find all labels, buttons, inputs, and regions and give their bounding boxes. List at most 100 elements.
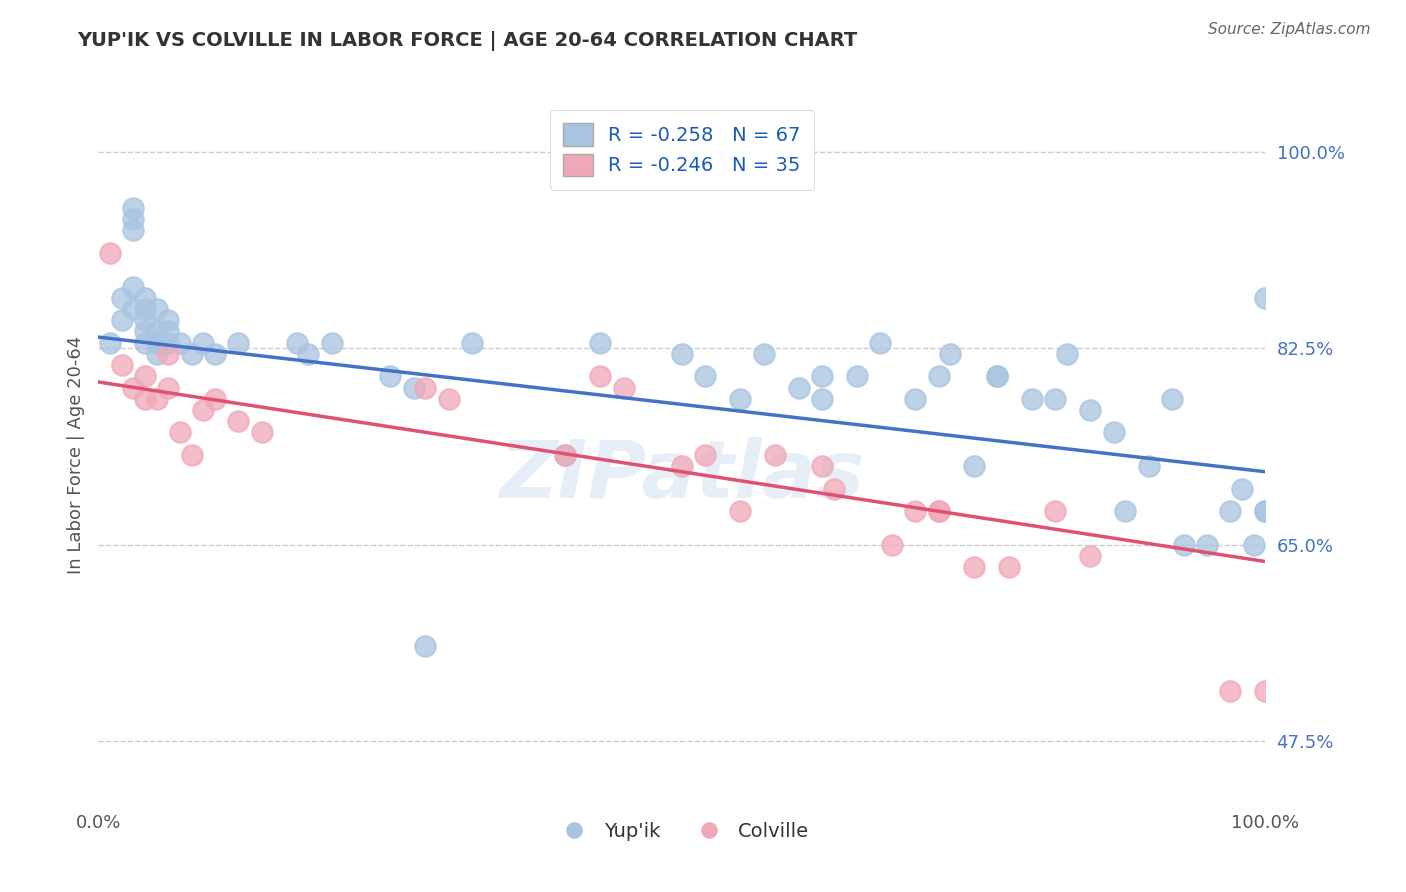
- Point: [1195, 538, 1218, 552]
- Point: [589, 369, 612, 384]
- Point: [169, 425, 191, 440]
- Point: [671, 347, 693, 361]
- Point: [928, 369, 950, 384]
- Legend: Yup'ik, Colville: Yup'ik, Colville: [547, 814, 817, 849]
- Point: [986, 369, 1008, 384]
- Point: [1102, 425, 1125, 440]
- Point: [1080, 549, 1102, 563]
- Point: [904, 392, 927, 406]
- Point: [157, 347, 180, 361]
- Point: [122, 279, 145, 293]
- Point: [146, 347, 169, 361]
- Point: [554, 448, 576, 462]
- Point: [122, 223, 145, 237]
- Point: [134, 369, 156, 384]
- Point: [904, 504, 927, 518]
- Point: [413, 639, 436, 653]
- Point: [146, 392, 169, 406]
- Point: [986, 369, 1008, 384]
- Point: [228, 335, 250, 350]
- Point: [193, 403, 215, 417]
- Point: [1114, 504, 1136, 518]
- Point: [204, 347, 226, 361]
- Point: [880, 538, 903, 552]
- Point: [752, 347, 775, 361]
- Point: [228, 414, 250, 428]
- Point: [1243, 538, 1265, 552]
- Point: [671, 459, 693, 474]
- Point: [695, 448, 717, 462]
- Point: [939, 347, 962, 361]
- Point: [146, 325, 169, 339]
- Point: [437, 392, 460, 406]
- Point: [763, 448, 786, 462]
- Point: [193, 335, 215, 350]
- Point: [928, 504, 950, 518]
- Point: [98, 335, 121, 350]
- Point: [997, 560, 1019, 574]
- Point: [180, 347, 202, 361]
- Point: [180, 448, 202, 462]
- Point: [1045, 392, 1067, 406]
- Point: [169, 335, 191, 350]
- Point: [1137, 459, 1160, 474]
- Point: [730, 504, 752, 518]
- Point: [157, 325, 180, 339]
- Point: [122, 301, 145, 316]
- Point: [111, 313, 134, 327]
- Point: [134, 313, 156, 327]
- Point: [1254, 683, 1277, 698]
- Point: [695, 369, 717, 384]
- Point: [157, 381, 180, 395]
- Point: [811, 369, 834, 384]
- Y-axis label: In Labor Force | Age 20-64: In Labor Force | Age 20-64: [66, 335, 84, 574]
- Point: [356, 874, 378, 888]
- Point: [962, 459, 984, 474]
- Point: [122, 212, 145, 227]
- Point: [1161, 392, 1184, 406]
- Point: [250, 425, 273, 440]
- Text: ZIPatlas: ZIPatlas: [499, 437, 865, 515]
- Point: [1254, 504, 1277, 518]
- Point: [1254, 291, 1277, 305]
- Point: [157, 335, 180, 350]
- Point: [811, 392, 834, 406]
- Point: [204, 392, 226, 406]
- Point: [122, 201, 145, 215]
- Point: [962, 560, 984, 574]
- Point: [380, 369, 402, 384]
- Point: [111, 358, 134, 372]
- Point: [285, 335, 308, 350]
- Point: [589, 335, 612, 350]
- Point: [823, 482, 845, 496]
- Point: [111, 291, 134, 305]
- Point: [1056, 347, 1078, 361]
- Point: [134, 291, 156, 305]
- Text: Source: ZipAtlas.com: Source: ZipAtlas.com: [1208, 22, 1371, 37]
- Point: [1219, 504, 1241, 518]
- Point: [122, 381, 145, 395]
- Point: [134, 392, 156, 406]
- Point: [811, 459, 834, 474]
- Point: [134, 325, 156, 339]
- Point: [134, 301, 156, 316]
- Point: [1045, 504, 1067, 518]
- Point: [321, 335, 343, 350]
- Point: [1080, 403, 1102, 417]
- Point: [554, 448, 576, 462]
- Point: [461, 335, 484, 350]
- Point: [730, 392, 752, 406]
- Point: [928, 504, 950, 518]
- Text: YUP'IK VS COLVILLE IN LABOR FORCE | AGE 20-64 CORRELATION CHART: YUP'IK VS COLVILLE IN LABOR FORCE | AGE …: [77, 31, 858, 51]
- Point: [98, 246, 121, 260]
- Point: [402, 381, 425, 395]
- Point: [134, 335, 156, 350]
- Point: [869, 335, 891, 350]
- Point: [1254, 504, 1277, 518]
- Point: [297, 347, 319, 361]
- Point: [157, 313, 180, 327]
- Point: [1173, 538, 1195, 552]
- Point: [413, 381, 436, 395]
- Point: [613, 381, 636, 395]
- Point: [146, 335, 169, 350]
